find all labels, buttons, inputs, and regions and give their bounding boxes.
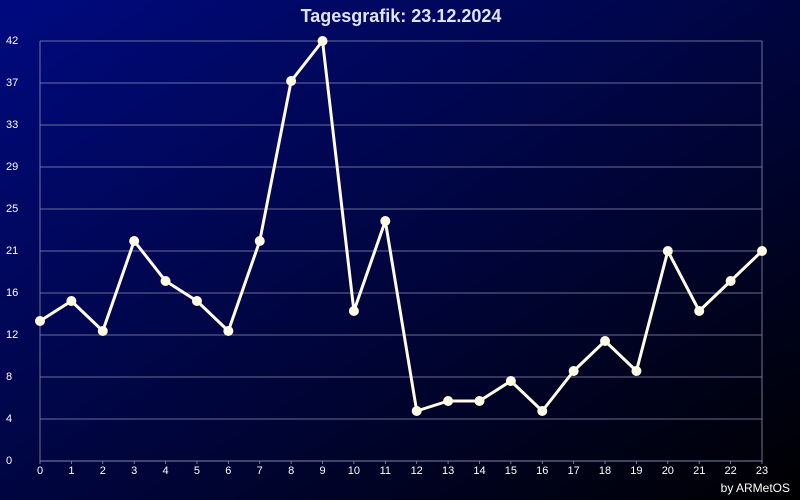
y-tick-label: 25 [6,203,18,215]
x-tick-label: 5 [194,465,200,477]
x-tick-label: 9 [319,465,325,477]
point [380,216,391,226]
x-tick-label: 23 [756,465,768,477]
point [254,236,265,246]
y-tick-label: 33 [6,119,18,131]
point [725,276,736,286]
point [631,366,642,376]
y-tick-label: 16 [6,287,18,299]
point [505,376,516,386]
y-tick-label: 12 [6,329,18,341]
x-tick-label: 20 [662,465,674,477]
x-tick-label: 21 [693,465,705,477]
point [191,296,202,306]
point [474,396,485,406]
point [537,406,548,416]
point [223,326,234,336]
point [160,276,171,286]
y-tick-label: 21 [6,245,18,257]
x-tick-label: 16 [536,465,548,477]
point [129,236,140,246]
x-tick-label: 22 [724,465,736,477]
x-tick-label: 1 [68,465,74,477]
x-tick-label: 15 [505,465,517,477]
x-tick-label: 3 [131,465,137,477]
point [286,76,297,86]
y-tick-label: 42 [6,35,18,47]
y-tick-label: 0 [6,455,12,467]
x-tick-label: 7 [257,465,263,477]
y-tick-label: 37 [6,77,18,89]
x-tick-label: 19 [630,465,642,477]
point [443,396,454,406]
point [694,306,705,316]
point [97,326,108,336]
x-tick-label: 2 [100,465,106,477]
footer: by ARMetOS [721,481,790,495]
x-tick-label: 6 [225,465,231,477]
x-tick-label: 0 [37,465,43,477]
x-tick-label: 4 [163,465,169,477]
x-tick-label: 8 [288,465,294,477]
y-tick-label: 8 [6,371,12,383]
x-tick-label: 18 [599,465,611,477]
x-tick-label: 13 [442,465,454,477]
point [348,306,359,316]
point [600,336,611,346]
x-tick-label: 12 [411,465,423,477]
chart-title: Tagesgrafik: 23.12.2024 [301,6,502,26]
y-tick-label: 29 [6,161,18,173]
x-tick-label: 14 [473,465,485,477]
x-tick-label: 11 [380,465,391,477]
x-tick-label: 10 [348,465,360,477]
y-tick-label: 4 [6,413,12,425]
series-line [39,39,764,413]
point [757,246,767,256]
point [66,296,77,306]
x-tick-label: 17 [568,465,580,477]
point [662,246,673,256]
point [568,366,579,376]
point [411,406,422,416]
point [317,36,328,46]
point [35,316,45,326]
